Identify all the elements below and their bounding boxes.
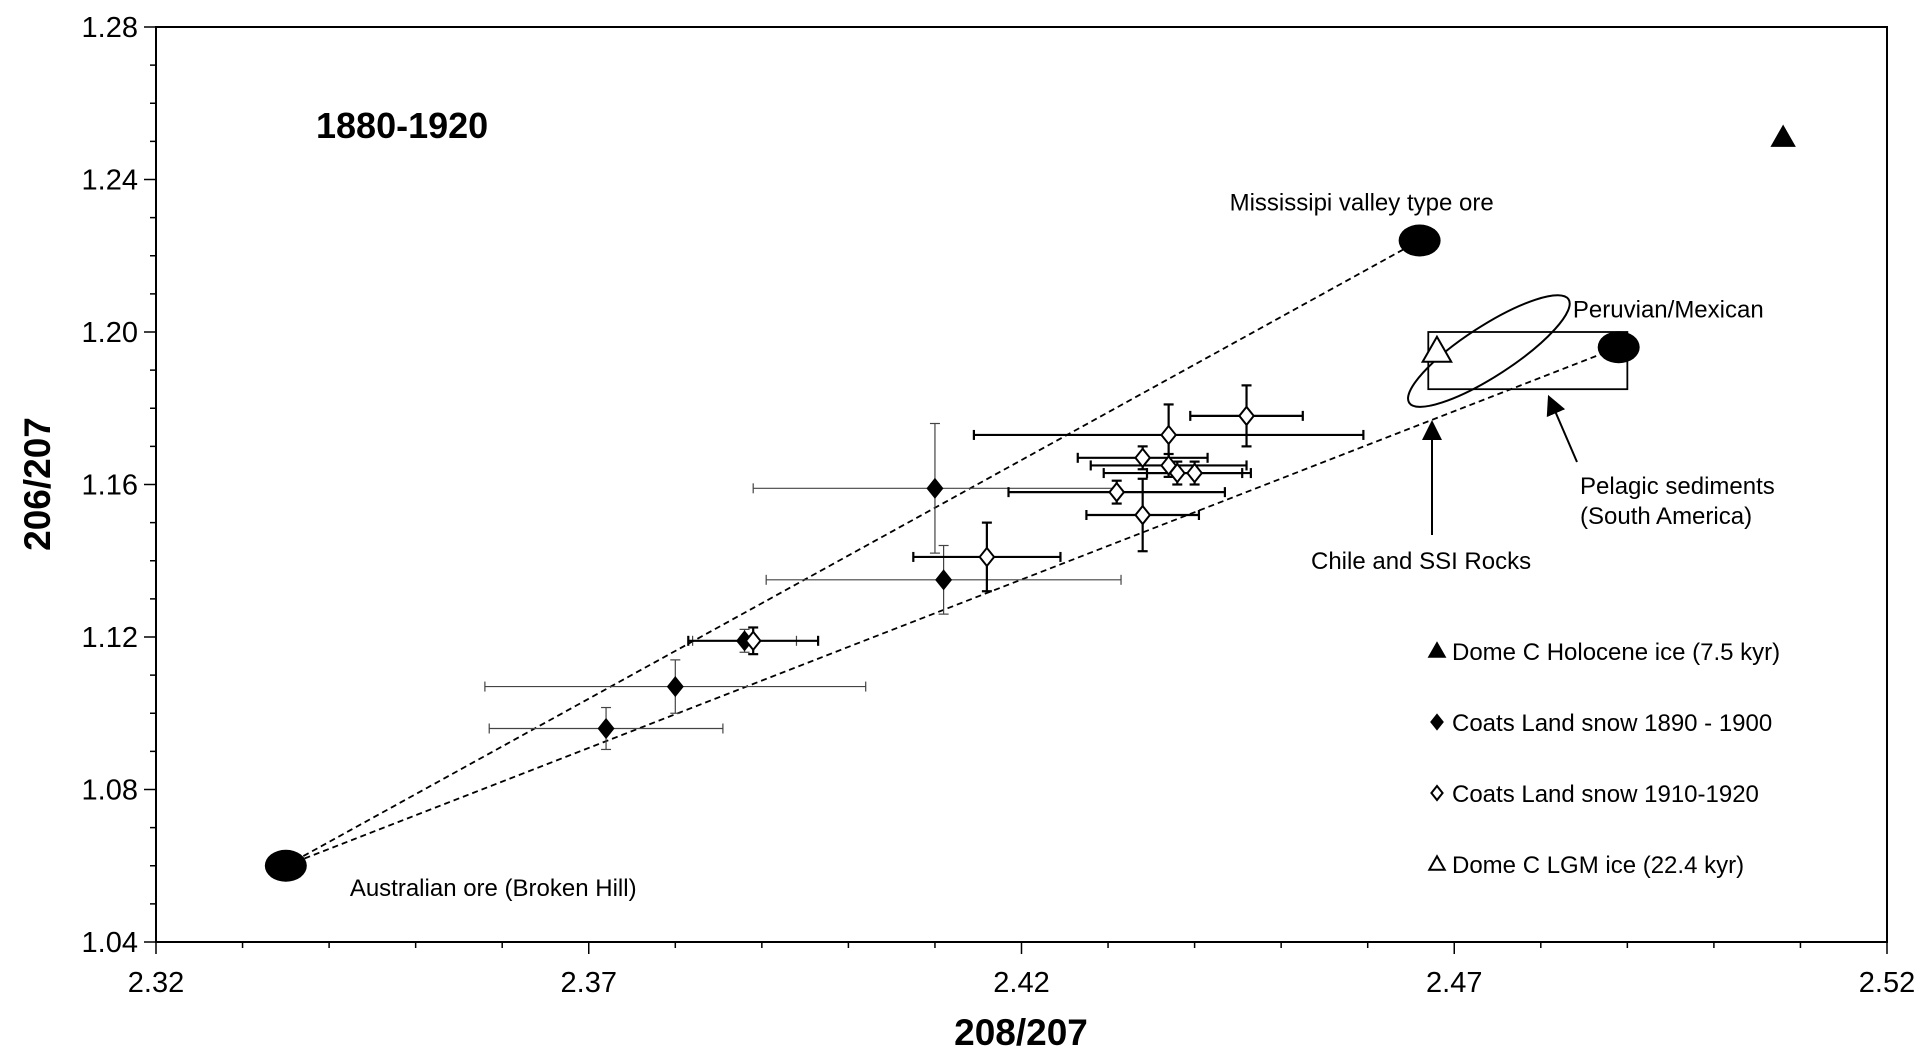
y-tick-label: 1.04 bbox=[82, 927, 138, 959]
mixing-lines bbox=[285, 239, 1620, 867]
legend-label: Coats Land snow 1890 - 1900 bbox=[1452, 710, 1772, 737]
legend-label: Dome C Holocene ice (7.5 kyr) bbox=[1452, 639, 1780, 666]
period-label: 1880-1920 bbox=[316, 105, 488, 146]
source-ellipse bbox=[1398, 224, 1441, 257]
open-diamond-marker bbox=[1238, 405, 1256, 427]
x-tick-label: 2.47 bbox=[1426, 967, 1482, 999]
pelagic-label-line: (South America) bbox=[1580, 503, 1752, 530]
pelagic-label: Pelagic sediments (South America) bbox=[1580, 473, 1775, 530]
x-axis-title: 208/207 bbox=[954, 1012, 1088, 1052]
open-diamond-marker bbox=[1186, 462, 1204, 484]
pelagic-arrow bbox=[1546, 394, 1578, 463]
filled-diamond-marker bbox=[597, 717, 615, 740]
chile-ssi-ellipse bbox=[1407, 294, 1571, 408]
mixing-line bbox=[285, 239, 1421, 867]
source-ellipse bbox=[264, 849, 307, 882]
mixing-line bbox=[285, 346, 1620, 867]
x-tick-labels: 2.32 2.37 2.42 2.47 2.52 bbox=[128, 967, 1915, 999]
open-diamond-marker bbox=[1134, 447, 1152, 469]
source-endmembers: Australian ore (Broken Hill) Mississipi v… bbox=[264, 190, 1764, 902]
open-diamond-marker bbox=[1160, 424, 1178, 446]
y-tick-label: 1.12 bbox=[82, 622, 138, 654]
open-triangle-marker bbox=[1420, 334, 1453, 363]
open-diamond-marker bbox=[1168, 462, 1186, 484]
legend-label: Coats Land snow 1910-1920 bbox=[1452, 781, 1759, 808]
y-tick-label: 1.24 bbox=[82, 165, 138, 197]
y-tick-label: 1.28 bbox=[82, 12, 138, 44]
legend-label: Dome C LGM ice (22.4 kyr) bbox=[1452, 852, 1744, 879]
open-triangle-marker bbox=[1427, 854, 1447, 871]
pelagic-label-line: Pelagic sediments bbox=[1580, 473, 1775, 500]
filled-diamond-marker bbox=[935, 569, 953, 591]
filled-diamond-marker bbox=[1430, 713, 1444, 731]
error-bars bbox=[484, 384, 1365, 751]
y-axis-title: 206/207 bbox=[17, 417, 58, 551]
pelagic-rectangle bbox=[1427, 331, 1629, 391]
source-ellipse bbox=[1597, 331, 1640, 364]
filled-triangle-marker bbox=[1770, 124, 1796, 147]
source-label: Peruvian/Mexican bbox=[1573, 296, 1764, 323]
y-tick-label: 1.16 bbox=[82, 470, 138, 502]
data-markers bbox=[597, 124, 1796, 740]
open-diamond-marker bbox=[1134, 504, 1152, 526]
y-tick-labels: 1.04 1.08 1.12 1.16 1.20 1.24 1.28 bbox=[82, 12, 138, 959]
axis-ticks bbox=[144, 26, 1888, 954]
source-label: Australian ore (Broken Hill) bbox=[350, 875, 637, 902]
open-diamond-marker bbox=[1108, 481, 1126, 503]
source-regions: Chile and SSI Rocks Pelagic sediments (Sou… bbox=[1311, 294, 1775, 575]
y-tick-label: 1.20 bbox=[82, 317, 138, 349]
legend: Dome C Holocene ice (7.5 kyr) Coats Land … bbox=[1427, 639, 1780, 879]
open-diamond-marker bbox=[744, 630, 762, 652]
open-diamond-marker bbox=[1430, 784, 1444, 802]
y-tick-label: 1.08 bbox=[82, 775, 138, 807]
x-tick-label: 2.52 bbox=[1859, 967, 1915, 999]
x-tick-label: 2.32 bbox=[128, 967, 184, 999]
filled-triangle-marker bbox=[1427, 641, 1447, 658]
filled-diamond-marker bbox=[666, 675, 684, 698]
x-tick-label: 2.37 bbox=[561, 967, 617, 999]
x-tick-label: 2.42 bbox=[993, 967, 1049, 999]
filled-diamond-marker bbox=[926, 477, 944, 499]
source-label: Mississipi valley type ore bbox=[1230, 190, 1494, 217]
chile-ssi-label: Chile and SSI Rocks bbox=[1311, 548, 1531, 575]
open-diamond-marker bbox=[978, 546, 996, 568]
